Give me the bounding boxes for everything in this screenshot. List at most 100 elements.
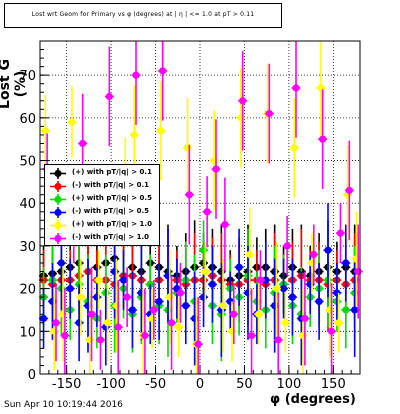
marker [342, 259, 350, 267]
y-tick-label: 30 [19, 240, 36, 255]
data-point [344, 140, 354, 241]
legend-label: (-) with pT/|q| > 0.5 [72, 207, 149, 215]
marker [155, 297, 163, 306]
data-point [273, 292, 283, 374]
y-axis-label: Lost G (%) [0, 59, 29, 109]
data-point [271, 241, 281, 336]
data-point [238, 50, 248, 151]
x-tick-label: 100 [276, 377, 301, 392]
marker [119, 276, 128, 284]
data-point [327, 284, 337, 374]
data-point [67, 86, 77, 158]
title-box: Lost wrt Geom for Primary vs φ (degrees)… [4, 3, 282, 28]
data-point [149, 280, 159, 340]
data-point [103, 284, 113, 362]
marker [235, 263, 243, 271]
marker [114, 323, 122, 331]
data-point [261, 241, 271, 319]
legend-label: (-) with pT/|q| > 0.1 [72, 181, 149, 189]
data-point [184, 144, 194, 245]
marker [212, 165, 220, 173]
y-tick-label: 20 [19, 283, 36, 298]
axis-ticks: -150 -100 -50 0 50 100 150 0 10 20 30 40 50 60 70 [19, 40, 361, 392]
marker [272, 285, 281, 293]
y-tick-label: 10 [19, 325, 36, 340]
data-point [282, 216, 292, 276]
data-point [154, 263, 164, 340]
legend-dot [54, 234, 62, 243]
data-point [209, 110, 219, 211]
x-tick-label: 150 [321, 377, 346, 392]
marker [39, 314, 48, 323]
marker [123, 293, 131, 301]
marker [128, 306, 137, 314]
marker [219, 302, 227, 310]
data-point [211, 119, 221, 219]
marker [203, 208, 211, 216]
legend-dot [54, 182, 62, 191]
data-point [316, 41, 326, 138]
marker [157, 127, 165, 135]
data-point [104, 46, 114, 147]
marker [77, 293, 85, 301]
marker [315, 297, 323, 306]
data-point [113, 280, 123, 374]
legend-marker [50, 207, 66, 218]
legend-entry: (-) with pT/|q| > 0.5 [45, 206, 161, 219]
marker [335, 319, 343, 327]
x-tick-label: -50 [145, 377, 166, 392]
data-point [119, 250, 129, 310]
marker [79, 139, 87, 148]
marker [66, 285, 74, 293]
marker [279, 285, 288, 293]
data-point [236, 68, 246, 168]
data-point [76, 258, 86, 336]
data-point [175, 263, 185, 323]
marker [283, 242, 291, 250]
marker [342, 306, 350, 314]
marker [68, 118, 76, 126]
legend-marker [50, 194, 66, 205]
marker [310, 250, 318, 259]
data-point [289, 97, 299, 198]
data-point [298, 288, 308, 374]
legend-dot [54, 195, 62, 204]
legend-label: (+) with pT/|q| > 0.1 [72, 168, 152, 176]
legend-label: (+) with pT/|q| > 1.0 [72, 220, 152, 228]
legend-marker [50, 181, 66, 192]
data-point [122, 267, 132, 328]
data-point [65, 258, 75, 319]
marker [141, 331, 149, 340]
timestamp: Sun Apr 10 10:19:44 2016 [4, 400, 123, 410]
marker [201, 267, 209, 276]
marker [345, 186, 353, 195]
marker [336, 229, 345, 237]
marker [319, 135, 327, 143]
y-tick-label: 70 [19, 69, 36, 84]
x-tick-label: 50 [236, 377, 253, 392]
x-tick-label: 0 [196, 377, 204, 392]
data-point [227, 301, 237, 362]
marker [247, 331, 256, 340]
marker [256, 276, 265, 284]
marker [150, 306, 158, 314]
legend-entry: (-) with pT/|q| > 0.1 [45, 180, 161, 193]
data-point [140, 288, 150, 374]
data-point [229, 284, 239, 345]
data-point [87, 267, 97, 362]
marker [327, 327, 336, 335]
data-point [191, 297, 201, 374]
data-point [51, 284, 61, 362]
legend-label: (-) with pT/|q| > 1.0 [72, 233, 149, 241]
x-tick-label: -150 [52, 377, 82, 392]
marker [52, 319, 60, 327]
data-point [202, 176, 212, 248]
marker [281, 319, 289, 327]
marker [324, 246, 332, 254]
data-point [220, 177, 230, 272]
marker [159, 67, 167, 75]
y-tick-label: 0 [28, 368, 36, 383]
marker [185, 191, 193, 199]
marker [351, 306, 359, 314]
marker [194, 340, 202, 348]
